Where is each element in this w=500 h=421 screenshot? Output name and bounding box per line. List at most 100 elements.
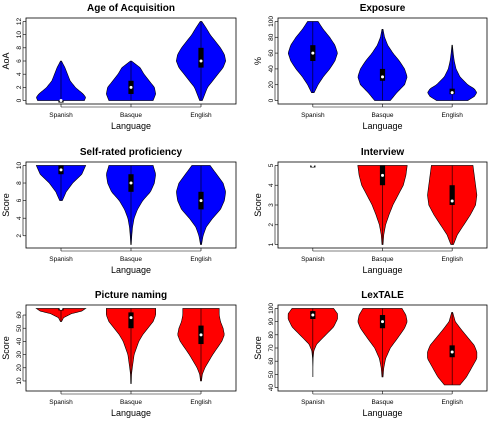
x-tick-label: Basque — [120, 256, 142, 263]
y-axis-label: Score — [1, 336, 11, 360]
panel-interview: Interview 1 2 3 4 5 Spanish Basque English Langua… — [253, 147, 488, 275]
y-tick-label: 60 — [268, 49, 275, 57]
y-axis-label: Score — [1, 193, 11, 217]
x-tick-label: Spanish — [301, 256, 325, 263]
panel-picture-naming: Picture naming 10 20 30 40 50 60 Spanish Basque E… — [1, 290, 237, 418]
y-tick-label: 50 — [268, 370, 275, 378]
iqr-box-english — [449, 185, 455, 205]
y-tick-label: 1 — [268, 242, 275, 246]
y-tick-label: 20 — [268, 81, 275, 89]
x-tick-label: Spanish — [49, 112, 73, 119]
x-tick-label: Basque — [120, 112, 142, 119]
x-tick-label: Spanish — [49, 399, 73, 406]
median-point-spanish — [59, 99, 63, 103]
panel-title: LexTALE — [361, 290, 404, 301]
y-tick-label: 10 — [16, 377, 23, 385]
panel-lextale: LexTALE 40 50 60 70 80 90 100 Spanish Basque Engli… — [253, 290, 488, 418]
x-tick-label: English — [442, 399, 464, 406]
y-tick-label: 40 — [16, 337, 23, 345]
y-tick-label: 8 — [16, 46, 23, 50]
x-tick-label: English — [442, 256, 464, 263]
median-point-english — [199, 199, 203, 203]
y-tick-label: 0 — [16, 98, 23, 102]
panel-exposure: Exposure 0 20 40 60 80 100 Spanish Basque English… — [253, 3, 488, 131]
y-tick-label: 0 — [268, 98, 275, 102]
y-tick-label: 40 — [268, 384, 275, 392]
iqr-box-basque — [379, 68, 386, 81]
y-tick-label: 2 — [16, 234, 23, 238]
y-tick-label: 4 — [16, 216, 23, 220]
median-point-basque — [129, 181, 133, 185]
median-point-english — [199, 333, 203, 337]
median-point-english — [199, 59, 203, 63]
y-tick-label: 30 — [16, 351, 23, 359]
x-tick-label: Basque — [371, 112, 393, 119]
median-point-basque — [381, 320, 384, 324]
panel-age-of-acquisition: Age of Acquisition 0 2 4 6 8 10 12 Spanish Basque… — [1, 3, 237, 131]
y-tick-label: 90 — [268, 318, 275, 326]
x-tick-label: Basque — [371, 399, 393, 406]
median-point-spanish — [59, 168, 63, 172]
x-tick-label: Spanish — [49, 256, 73, 263]
y-tick-label: 40 — [268, 65, 275, 73]
y-tick-label: 60 — [16, 311, 23, 319]
median-point-basque — [381, 75, 384, 79]
y-axis-label: Score — [253, 336, 263, 360]
y-tick-label: 80 — [268, 331, 275, 339]
median-point-spanish — [311, 163, 315, 167]
median-point-english — [450, 199, 454, 203]
y-tick-label: 100 — [268, 303, 275, 314]
median-point-basque — [129, 85, 133, 89]
y-tick-label: 4 — [16, 72, 23, 76]
y-tick-label: 10 — [16, 161, 23, 169]
y-tick-label: 8 — [16, 181, 23, 185]
x-axis-label: Language — [362, 408, 402, 418]
y-tick-label: 2 — [16, 85, 23, 89]
y-tick-label: 6 — [16, 198, 23, 202]
median-point-spanish — [59, 306, 63, 310]
median-point-english — [450, 91, 454, 95]
x-tick-label: English — [190, 399, 212, 406]
panel-title: Picture naming — [95, 290, 167, 301]
median-point-basque — [381, 173, 384, 177]
x-axis-label: Language — [362, 265, 402, 275]
y-tick-label: 6 — [16, 59, 23, 63]
y-tick-label: 2 — [268, 223, 275, 227]
y-tick-label: 80 — [268, 33, 275, 41]
x-axis-label: Language — [111, 265, 151, 275]
y-tick-label: 12 — [16, 17, 23, 25]
y-tick-label: 5 — [268, 163, 275, 167]
x-tick-label: Basque — [371, 256, 393, 263]
y-axis-label: % — [253, 57, 263, 65]
x-tick-label: English — [190, 112, 212, 119]
x-tick-label: Spanish — [301, 112, 325, 119]
x-tick-label: English — [190, 256, 212, 263]
median-point-spanish — [311, 51, 315, 55]
y-tick-label: 10 — [16, 31, 23, 39]
y-axis-label: AoA — [1, 52, 11, 69]
y-tick-label: 100 — [268, 16, 275, 27]
iqr-box-english — [198, 47, 204, 68]
median-point-english — [450, 350, 454, 354]
y-axis-label: Score — [253, 193, 263, 217]
y-tick-label: 4 — [268, 183, 275, 187]
x-axis-label: Language — [111, 408, 151, 418]
panel-title: Interview — [361, 147, 405, 158]
median-point-spanish — [311, 313, 315, 317]
x-tick-label: Spanish — [301, 399, 325, 406]
y-tick-label: 3 — [268, 203, 275, 207]
x-tick-label: English — [442, 112, 464, 119]
median-point-basque — [129, 316, 133, 320]
panel-title: Exposure — [360, 3, 406, 14]
iqr-box-basque — [128, 312, 134, 329]
x-axis-label: Language — [111, 121, 151, 131]
panel-self-rated-proficiency: Self-rated proficiency 2 4 6 8 10 Spanish Basqu… — [1, 147, 237, 275]
y-tick-label: 50 — [16, 324, 23, 332]
panel-title: Self-rated proficiency — [80, 147, 183, 158]
y-tick-label: 60 — [268, 357, 275, 365]
panel-title: Age of Acquisition — [87, 3, 175, 14]
x-axis-label: Language — [362, 121, 402, 131]
y-tick-label: 70 — [268, 344, 275, 352]
y-tick-label: 20 — [16, 364, 23, 372]
